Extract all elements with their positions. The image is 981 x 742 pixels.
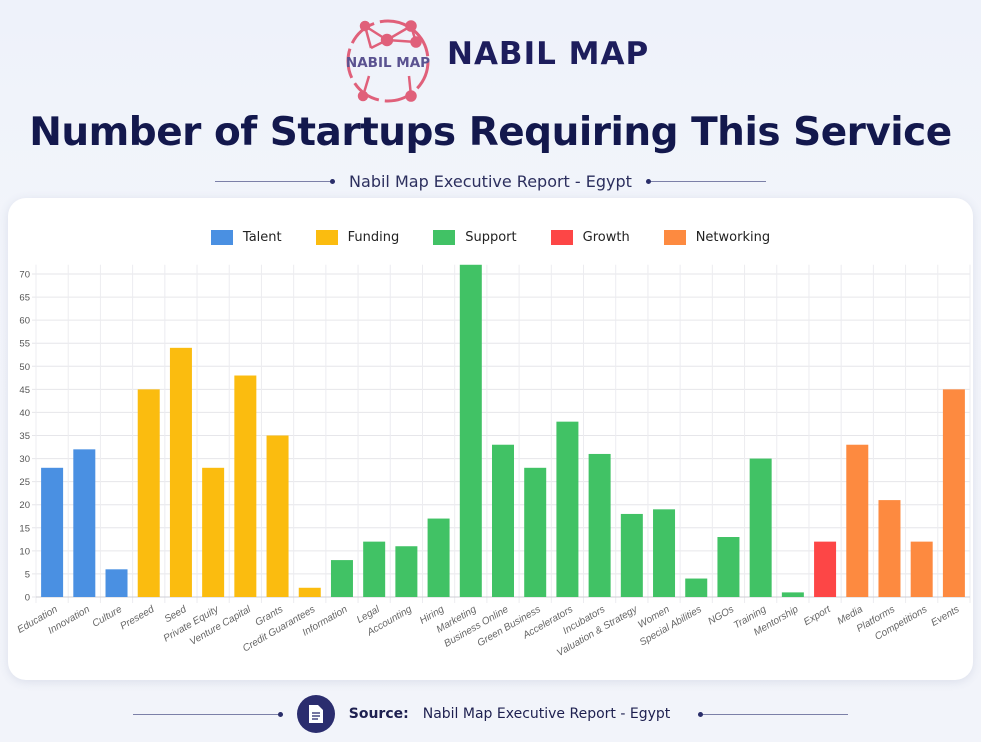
bar-women[interactable]: [653, 509, 676, 597]
chart-legend: Talent Funding Support Growth Networking: [0, 230, 981, 245]
document-icon: [296, 695, 335, 733]
logo-text: NABIL MAP: [346, 55, 430, 71]
divider-left: [132, 711, 283, 717]
legend-label: Networking: [695, 230, 771, 245]
legend-swatch: [433, 230, 456, 245]
brand-name: NABIL MAP: [447, 36, 650, 72]
y-tick-label: 60: [19, 316, 30, 327]
legend-label: Funding: [347, 230, 400, 245]
bar-seed[interactable]: [169, 347, 192, 597]
legend-label: Support: [465, 230, 517, 245]
bar-credit-guarantees[interactable]: [298, 587, 321, 597]
y-tick-label: 15: [19, 523, 30, 534]
y-tick-label: 55: [19, 339, 30, 350]
chart-card: [8, 198, 973, 680]
bar-green-business[interactable]: [524, 467, 547, 597]
subtitle-row: Nabil Map Executive Report - Egypt: [0, 172, 981, 191]
y-tick-label: 5: [25, 569, 30, 580]
bar-competitions[interactable]: [910, 541, 933, 597]
bar-business-online[interactable]: [492, 444, 514, 597]
divider-left: [215, 179, 336, 184]
y-tick-label: 45: [19, 385, 30, 396]
x-tick-label: Export: [802, 603, 834, 628]
bar-export[interactable]: [814, 541, 837, 597]
y-tick-label: 20: [19, 500, 30, 511]
legend-swatch: [550, 230, 573, 245]
y-tick-label: 0: [25, 593, 30, 604]
x-tick-label: Events: [929, 604, 961, 629]
bar-valuation-strategy[interactable]: [620, 513, 643, 597]
y-tick-label: 50: [19, 362, 30, 373]
legend-item-funding[interactable]: Funding: [315, 230, 400, 245]
y-tick-label: 30: [19, 454, 30, 465]
y-tick-label: 35: [19, 431, 30, 442]
y-tick-label: 25: [19, 477, 30, 488]
bar-accounting[interactable]: [395, 546, 418, 597]
legend-item-growth[interactable]: Growth: [550, 230, 630, 245]
bar-special-abilities[interactable]: [685, 578, 708, 597]
source-label: Source:: [348, 706, 409, 722]
bar-private-equity[interactable]: [202, 467, 225, 597]
legend-item-support[interactable]: Support: [433, 230, 517, 245]
bar-grants[interactable]: [266, 435, 289, 598]
bar-platforms[interactable]: [878, 500, 901, 597]
divider-right: [645, 179, 766, 184]
bar-training[interactable]: [749, 458, 772, 597]
bar-education[interactable]: [41, 467, 64, 597]
bar-innovation[interactable]: [73, 449, 96, 597]
legend-swatch: [315, 230, 338, 245]
subtitle: Nabil Map Executive Report - Egypt: [349, 172, 632, 191]
bar-culture[interactable]: [105, 569, 128, 597]
bar-ngos[interactable]: [717, 537, 740, 597]
legend-label: Growth: [582, 230, 630, 245]
y-tick-label: 40: [19, 408, 30, 419]
legend-swatch: [663, 230, 686, 245]
bar-mentorship[interactable]: [781, 592, 804, 597]
bar-chart: 0510152025303540455055606570EducationInn…: [16, 264, 971, 659]
legend-item-networking[interactable]: Networking: [663, 230, 771, 245]
legend-item-talent[interactable]: Talent: [210, 230, 282, 245]
bar-incubators[interactable]: [588, 453, 611, 597]
y-tick-label: 10: [19, 546, 30, 557]
bar-preseed[interactable]: [137, 389, 160, 597]
x-tick-label: Preseed: [118, 604, 156, 632]
legend-label: Talent: [242, 230, 282, 245]
bar-legal[interactable]: [363, 541, 386, 597]
y-tick-label: 65: [19, 293, 30, 304]
bar-events[interactable]: [942, 389, 965, 597]
y-tick-label: 70: [19, 270, 30, 281]
bar-venture-capital[interactable]: [234, 375, 257, 597]
legend-swatch: [210, 230, 233, 245]
bar-information[interactable]: [330, 560, 353, 597]
divider-right: [698, 711, 849, 717]
bar-media[interactable]: [846, 444, 869, 597]
x-tick-label: NGOs: [706, 604, 736, 627]
footer: Source: Nabil Map Executive Report - Egy…: [0, 695, 981, 733]
page-title: Number of Startups Requiring This Servic…: [29, 110, 952, 155]
source-text: Nabil Map Executive Report - Egypt: [422, 706, 671, 722]
bar-accelerators[interactable]: [556, 421, 579, 597]
nabil-map-logo: NABIL MAP: [346, 19, 430, 103]
bar-marketing[interactable]: [459, 264, 482, 597]
bar-hiring[interactable]: [427, 518, 450, 597]
